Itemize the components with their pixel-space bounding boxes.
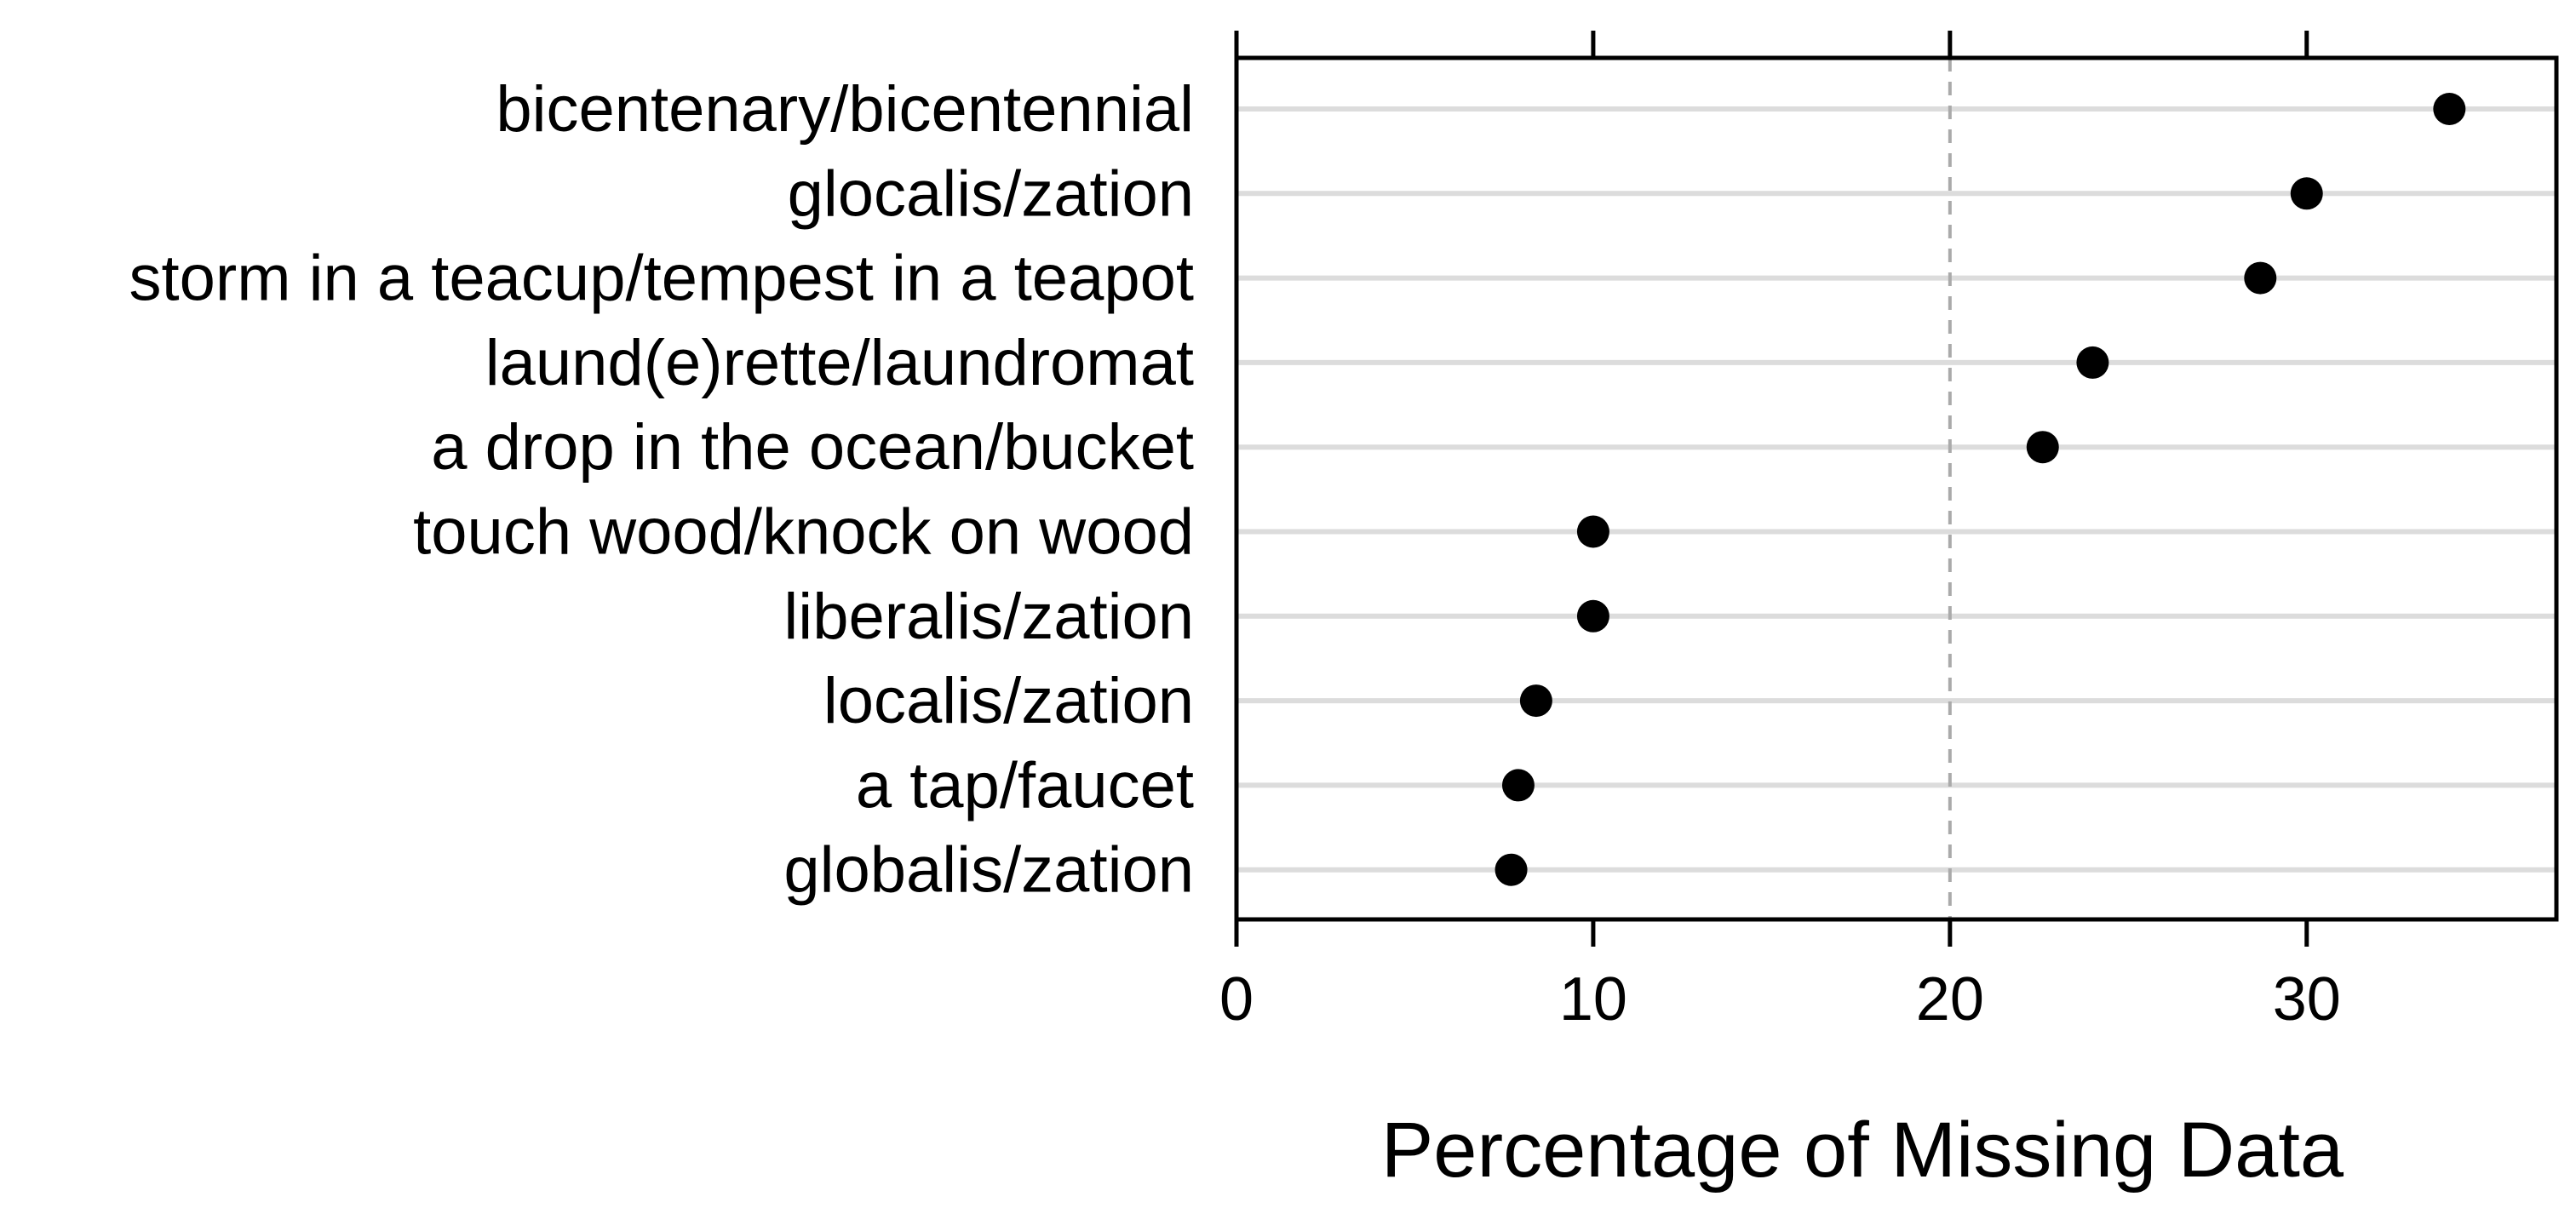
- gridlines: [1236, 106, 2556, 873]
- data-point: [2290, 177, 2323, 210]
- x-tick-label: 10: [1559, 965, 1627, 1033]
- category-label: bicentenary/bicentennial: [496, 73, 1194, 146]
- category-label: liberalis/zation: [783, 581, 1194, 653]
- category-label: a tap/faucet: [856, 749, 1194, 822]
- x-tick-label: 30: [2273, 965, 2341, 1033]
- data-points: [1495, 93, 2466, 886]
- data-point: [2433, 93, 2466, 125]
- data-point: [1576, 515, 1609, 548]
- x-axis-ticks: 0 10 20 30: [1219, 31, 2341, 1033]
- category-labels: bicentenary/bicentennial glocalis/zation s…: [129, 73, 1194, 907]
- data-point: [2026, 431, 2059, 464]
- data-point: [1501, 769, 1535, 802]
- category-label: storm in a teacup/tempest in a teapot: [129, 243, 1194, 315]
- x-tick-label: 20: [1916, 965, 1984, 1033]
- data-point: [2244, 261, 2277, 295]
- category-label: touch wood/knock on wood: [413, 496, 1194, 569]
- data-point: [1576, 599, 1609, 633]
- x-axis-title: Percentage of Missing Data: [1381, 1107, 2344, 1194]
- category-label: laund(e)rette/laundromat: [485, 327, 1194, 399]
- data-point: [1519, 684, 1552, 718]
- category-label: glocalis/zation: [788, 157, 1194, 230]
- category-label: globalis/zation: [783, 834, 1194, 907]
- data-point: [1495, 853, 1528, 886]
- category-label: a drop in the ocean/bucket: [431, 411, 1194, 484]
- plot-frame: [1234, 55, 2559, 922]
- x-tick-label: 0: [1219, 965, 1254, 1033]
- data-point: [2076, 346, 2109, 379]
- category-label: localis/zation: [823, 665, 1194, 737]
